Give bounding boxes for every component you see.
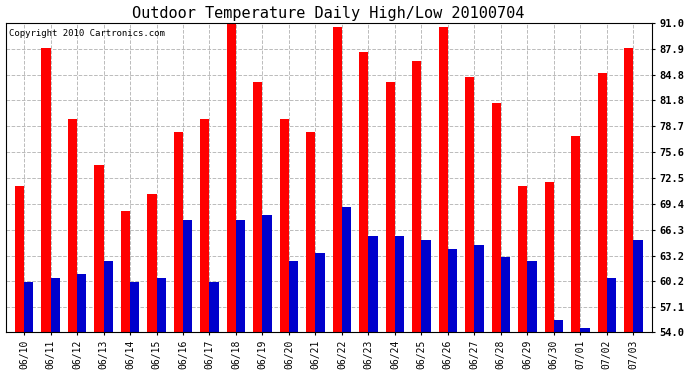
Bar — [95, 165, 103, 332]
Bar — [448, 249, 457, 332]
Bar — [501, 257, 510, 332]
Bar — [368, 236, 377, 332]
Bar — [262, 215, 272, 332]
Bar — [580, 328, 589, 332]
Bar — [24, 282, 33, 332]
Bar — [607, 278, 616, 332]
Text: Copyright 2010 Cartronics.com: Copyright 2010 Cartronics.com — [9, 29, 165, 38]
Bar — [236, 220, 245, 332]
Bar — [279, 119, 289, 332]
Bar — [527, 261, 537, 332]
Bar — [465, 78, 474, 332]
Bar — [50, 278, 60, 332]
Bar — [200, 119, 210, 332]
Bar — [157, 278, 166, 332]
Bar — [41, 48, 50, 332]
Bar — [395, 236, 404, 332]
Bar — [289, 261, 298, 332]
Bar — [315, 253, 325, 332]
Bar — [333, 27, 342, 332]
Bar — [14, 186, 24, 332]
Bar — [147, 195, 157, 332]
Bar — [491, 102, 501, 332]
Bar — [386, 82, 395, 332]
Bar — [359, 53, 368, 332]
Bar — [342, 207, 351, 332]
Bar — [227, 23, 236, 332]
Bar — [77, 274, 86, 332]
Bar — [253, 82, 262, 332]
Bar — [104, 261, 113, 332]
Title: Outdoor Temperature Daily High/Low 20100704: Outdoor Temperature Daily High/Low 20100… — [132, 6, 525, 21]
Bar — [598, 73, 607, 332]
Bar — [624, 48, 633, 332]
Bar — [183, 220, 193, 332]
Bar — [306, 132, 315, 332]
Bar — [439, 27, 448, 332]
Bar — [412, 61, 422, 332]
Bar — [121, 211, 130, 332]
Bar — [554, 320, 563, 332]
Bar — [571, 136, 580, 332]
Bar — [544, 182, 554, 332]
Bar — [130, 282, 139, 332]
Bar — [422, 240, 431, 332]
Bar — [633, 240, 642, 332]
Bar — [210, 282, 219, 332]
Bar — [68, 119, 77, 332]
Bar — [174, 132, 183, 332]
Bar — [474, 244, 484, 332]
Bar — [518, 186, 527, 332]
